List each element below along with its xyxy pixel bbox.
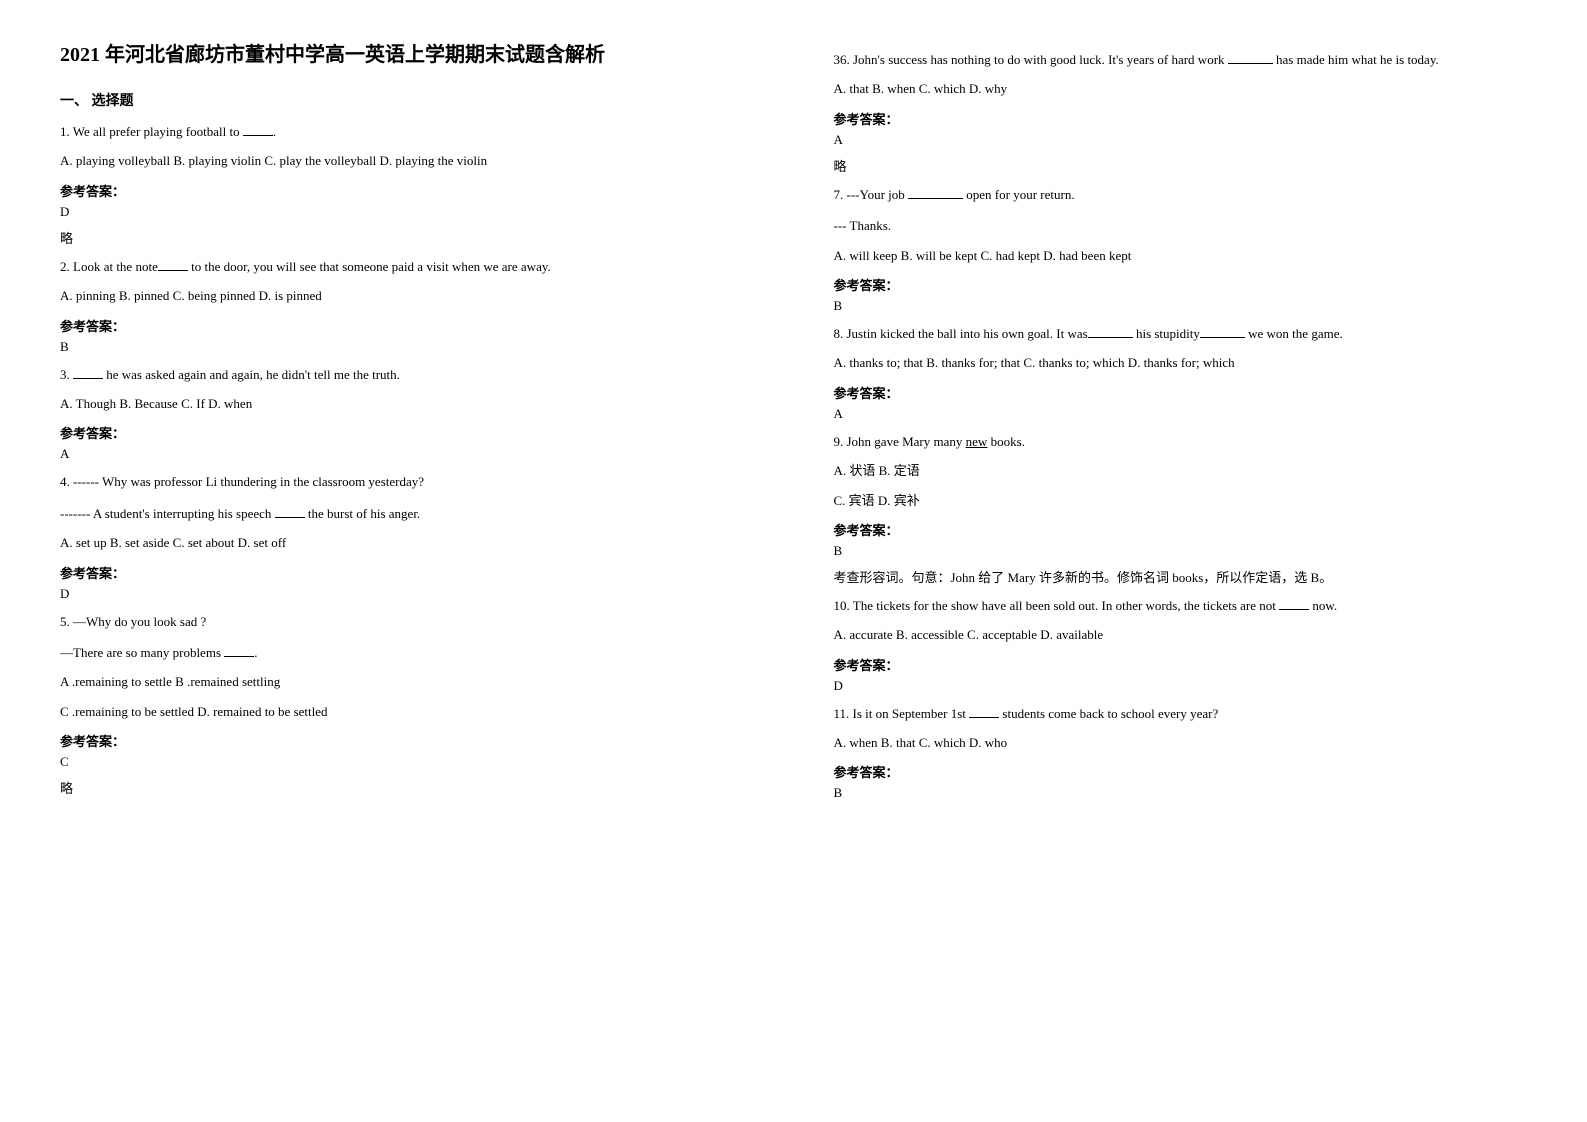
q11-stem-b: students come back to school every year? — [999, 706, 1218, 721]
q8-stem: 8. Justin kicked the ball into his own g… — [834, 322, 1528, 345]
section-heading: 一、 选择题 — [60, 90, 754, 110]
q5-stem2: —There are so many problems . — [60, 641, 754, 664]
q6-answer: A — [834, 132, 1528, 148]
blank-icon — [275, 505, 305, 518]
q9-stem-b: books. — [987, 434, 1025, 449]
q2-stem-a: 2. Look at the note — [60, 259, 158, 274]
q8-stem-b: his stupidity — [1133, 326, 1200, 341]
q8-answer: A — [834, 406, 1528, 422]
blank-icon — [1200, 325, 1245, 338]
q1-answer: D — [60, 204, 754, 220]
q5-answer: C — [60, 754, 754, 770]
q7-stem1-a: 7. ---Your job — [834, 187, 909, 202]
blank-icon — [969, 705, 999, 718]
q4-options: A. set up B. set aside C. set about D. s… — [60, 531, 754, 554]
q5-options-row2: C .remaining to be settled D. remained t… — [60, 700, 754, 723]
answer-label: 参考答案： — [834, 762, 1528, 781]
q1-note: 略 — [60, 228, 754, 247]
q10-stem-a: 10. The tickets for the show have all be… — [834, 598, 1280, 613]
answer-label: 参考答案： — [834, 109, 1528, 128]
q9-stem: 9. John gave Mary many new books. — [834, 430, 1528, 453]
q6-stem: 36. John's success has nothing to do wit… — [834, 48, 1528, 71]
q1-stem-a: 1. We all prefer playing football to — [60, 124, 243, 139]
q6-options: A. that B. when C. which D. why — [834, 77, 1528, 100]
q1-stem: 1. We all prefer playing football to . — [60, 120, 754, 143]
answer-label: 参考答案： — [60, 731, 754, 750]
q11-answer: B — [834, 785, 1528, 801]
left-column: 2021 年河北省廊坊市董村中学高一英语上学期期末试题含解析 一、 选择题 1.… — [60, 40, 754, 809]
q10-answer: D — [834, 678, 1528, 694]
answer-label: 参考答案： — [60, 423, 754, 442]
q9-answer: B — [834, 543, 1528, 559]
q10-options: A. accurate B. accessible C. acceptable … — [834, 623, 1528, 646]
q5-stem2-a: —There are so many problems — [60, 645, 224, 660]
blank-icon — [158, 258, 188, 271]
answer-label: 参考答案： — [834, 520, 1528, 539]
q2-stem: 2. Look at the note to the door, you wil… — [60, 255, 754, 278]
q11-stem-a: 11. Is it on September 1st — [834, 706, 970, 721]
q8-options: A. thanks to; that B. thanks for; that C… — [834, 351, 1528, 374]
q2-answer: B — [60, 339, 754, 355]
q5-stem1: 5. —Why do you look sad ? — [60, 610, 754, 633]
q3-stem: 3. he was asked again and again, he didn… — [60, 363, 754, 386]
right-column: 36. John's success has nothing to do wit… — [834, 40, 1528, 809]
q9-note: 考查形容词。句意：John 给了 Mary 许多新的书。修饰名词 books，所… — [834, 567, 1528, 586]
blank-icon — [1228, 51, 1273, 64]
q8-stem-a: 8. Justin kicked the ball into his own g… — [834, 326, 1088, 341]
q3-stem-a: 3. — [60, 367, 73, 382]
q6-note: 略 — [834, 156, 1528, 175]
q9-options-row1: A. 状语 B. 定语 — [834, 459, 1528, 482]
q3-options: A. Though B. Because C. If D. when — [60, 392, 754, 415]
q7-options: A. will keep B. will be kept C. had kept… — [834, 244, 1528, 267]
q2-stem-b: to the door, you will see that someone p… — [188, 259, 551, 274]
q9-stem-u: new — [966, 434, 988, 449]
q8-stem-c: we won the game. — [1245, 326, 1343, 341]
blank-icon — [73, 366, 103, 379]
q6-stem-b: has made him what he is today. — [1273, 52, 1439, 67]
q11-options: A. when B. that C. which D. who — [834, 731, 1528, 754]
q10-stem: 10. The tickets for the show have all be… — [834, 594, 1528, 617]
q4-answer: D — [60, 586, 754, 602]
answer-label: 参考答案： — [834, 655, 1528, 674]
q4-stem2: ------- A student's interrupting his spe… — [60, 502, 754, 525]
q9-options-row2: C. 宾语 D. 宾补 — [834, 489, 1528, 512]
q4-stem2-b: the burst of his anger. — [305, 506, 421, 521]
q7-stem2: --- Thanks. — [834, 214, 1528, 237]
q3-stem-b: he was asked again and again, he didn't … — [103, 367, 400, 382]
q1-options: A. playing volleyball B. playing violin … — [60, 149, 754, 172]
q6-stem-a: 36. John's success has nothing to do wit… — [834, 52, 1228, 67]
q7-stem1-b: open for your return. — [963, 187, 1075, 202]
q2-options: A. pinning B. pinned C. being pinned D. … — [60, 284, 754, 307]
q5-stem2-b: . — [254, 645, 257, 660]
page-title: 2021 年河北省廊坊市董村中学高一英语上学期期末试题含解析 — [60, 40, 754, 70]
answer-label: 参考答案： — [60, 181, 754, 200]
q5-options-row1: A .remaining to settle B .remained settl… — [60, 670, 754, 693]
q11-stem: 11. Is it on September 1st students come… — [834, 702, 1528, 725]
q7-answer: B — [834, 298, 1528, 314]
q5-note: 略 — [60, 778, 754, 797]
answer-label: 参考答案： — [834, 383, 1528, 402]
blank-icon — [224, 644, 254, 657]
blank-icon — [1088, 325, 1133, 338]
q9-stem-a: 9. John gave Mary many — [834, 434, 966, 449]
blank-icon — [243, 123, 273, 136]
q3-answer: A — [60, 446, 754, 462]
q4-stem2-a: ------- A student's interrupting his spe… — [60, 506, 275, 521]
q4-stem1: 4. ------ Why was professor Li thunderin… — [60, 470, 754, 493]
q10-stem-b: now. — [1309, 598, 1337, 613]
q1-stem-b: . — [273, 124, 276, 139]
answer-label: 参考答案： — [60, 316, 754, 335]
answer-label: 参考答案： — [60, 563, 754, 582]
blank-icon — [908, 186, 963, 199]
blank-icon — [1279, 597, 1309, 610]
q7-stem1: 7. ---Your job open for your return. — [834, 183, 1528, 206]
answer-label: 参考答案： — [834, 275, 1528, 294]
